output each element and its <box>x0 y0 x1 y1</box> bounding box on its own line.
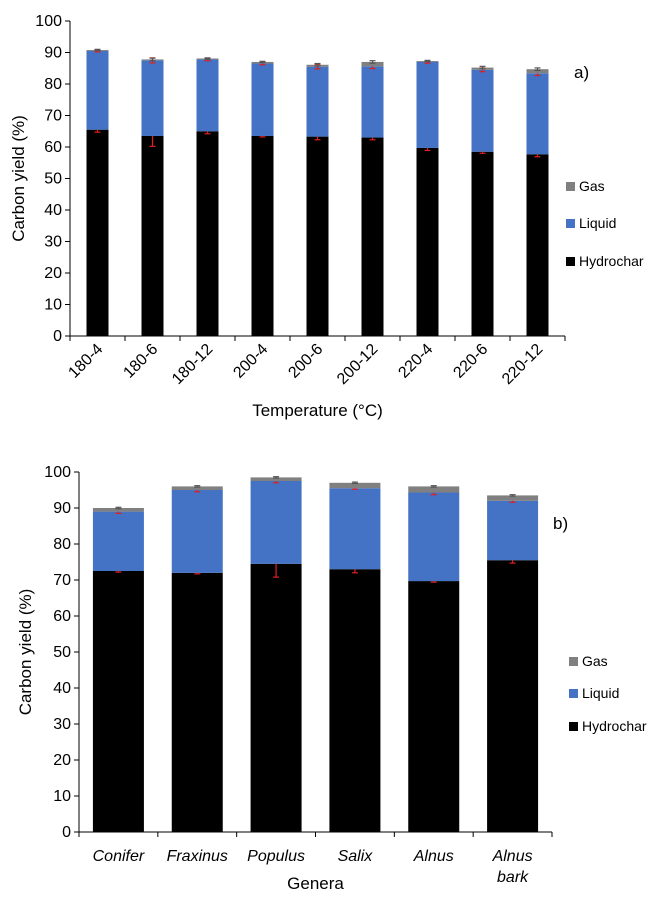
bar-liquid <box>416 61 439 148</box>
bar-liquid <box>471 69 494 152</box>
x-tick-label: 220-6 <box>450 341 491 382</box>
y-tick-label: 80 <box>44 76 62 93</box>
y-tick-label: 10 <box>53 788 71 805</box>
x-tick-label: Fraxinus <box>167 848 228 865</box>
bar-hydrochar <box>141 135 164 336</box>
y-tick-label: 70 <box>53 572 71 589</box>
legend-swatch-gas <box>569 657 578 666</box>
legend-label-gas: Gas <box>582 653 608 669</box>
legend-swatch-liquid <box>569 689 578 698</box>
bar-liquid <box>250 481 302 564</box>
y-tick-label: 40 <box>53 680 71 697</box>
panel-label: a) <box>574 63 589 82</box>
legend-swatch-hydrochar <box>569 722 578 731</box>
y-tick-label: 50 <box>44 171 62 188</box>
bar-hydrochar <box>250 563 302 832</box>
bar-hydrochar <box>306 136 329 336</box>
y-tick-label: 50 <box>53 644 71 661</box>
y-tick-label: 30 <box>44 234 62 251</box>
legend-swatch-liquid <box>566 219 575 228</box>
y-tick-label: 60 <box>53 608 71 625</box>
bar-hydrochar <box>361 137 384 336</box>
bar-liquid <box>526 73 549 155</box>
bar-hydrochar <box>251 135 274 336</box>
y-tick-label: 20 <box>53 752 71 769</box>
x-tick-label: 180-6 <box>120 341 161 382</box>
chart-panel-b: 0 10 20 30 40 50 60 70 80 90 100 Conifer Fraxinus Pop… <box>16 464 647 893</box>
y-tick-label: 80 <box>53 536 71 553</box>
bar-gas <box>487 495 539 501</box>
x-tick-label: 220-4 <box>395 341 436 382</box>
y-tick-label: 90 <box>53 500 71 517</box>
bar-liquid <box>141 60 164 136</box>
bar-liquid <box>251 63 274 136</box>
x-tick-label: Populus <box>247 848 305 865</box>
chart-panel-a: 0 10 20 30 40 50 60 70 80 90 100 180-4 180-6 180-12 20… <box>9 13 644 420</box>
y-tick-label: 60 <box>44 139 62 156</box>
y-tick-label: 20 <box>44 265 62 282</box>
bar-liquid <box>196 59 219 132</box>
bar-liquid <box>487 500 539 561</box>
bar-liquid <box>86 50 109 130</box>
bar-hydrochar <box>196 131 219 336</box>
x-tick-label: Alnus <box>413 848 454 865</box>
y-tick-label: 90 <box>44 45 62 62</box>
bar-gas <box>408 486 460 493</box>
x-axis-title: Genera <box>287 874 344 893</box>
bar-liquid <box>408 492 460 582</box>
x-tick-label: 220-12 <box>499 341 546 388</box>
x-tick-label: 200-12 <box>334 341 381 388</box>
y-tick-label: 70 <box>44 108 62 125</box>
legend-label-liquid: Liquid <box>579 215 616 231</box>
bar-hydrochar <box>86 129 109 336</box>
y-tick-label: 0 <box>62 824 71 841</box>
bar-hydrochar <box>416 147 439 336</box>
x-axis-title: Temperature (°C) <box>252 401 383 420</box>
bar-liquid <box>306 66 329 137</box>
bar-hydrochar <box>487 560 539 832</box>
x-tick-label: 200-6 <box>285 341 326 382</box>
bar-gas <box>361 61 384 67</box>
bar-hydrochar <box>329 569 381 832</box>
bar-hydrochar <box>92 571 144 832</box>
x-tick-label: 200-4 <box>230 341 271 382</box>
legend-swatch-gas <box>566 182 575 191</box>
legend-label-gas: Gas <box>579 178 605 194</box>
y-tick-label: 100 <box>44 464 71 481</box>
legend-label-hydrochar: Hydrochar <box>579 253 644 269</box>
y-tick-label: 100 <box>35 13 62 30</box>
y-axis-title: Carbon yield (%) <box>9 115 28 242</box>
bar-liquid <box>171 490 223 573</box>
bar-gas <box>329 482 381 489</box>
x-tick-label: Alnus bark <box>492 848 533 886</box>
y-tick-label: 0 <box>53 328 62 345</box>
bar-gas <box>92 508 144 512</box>
panel-label: b) <box>553 514 568 533</box>
y-axis-title: Carbon yield (%) <box>16 589 35 716</box>
bar-liquid <box>329 488 381 570</box>
legend-swatch-hydrochar <box>566 257 575 266</box>
bar-liquid <box>361 66 384 138</box>
legend-label-liquid: Liquid <box>582 685 619 701</box>
bar-hydrochar <box>526 154 549 336</box>
bar-hydrochar <box>471 151 494 336</box>
bar-gas <box>526 69 549 74</box>
x-tick-label: 180-12 <box>169 341 216 388</box>
x-tick-label: Conifer <box>93 848 145 865</box>
legend-label-hydrochar: Hydrochar <box>582 718 647 734</box>
x-tick-label: Salix <box>338 848 374 865</box>
bar-liquid <box>92 511 144 571</box>
y-tick-label: 10 <box>44 297 62 314</box>
y-tick-label: 40 <box>44 202 62 219</box>
y-tick-label: 30 <box>53 716 71 733</box>
bar-gas <box>250 477 302 481</box>
bar-hydrochar <box>408 581 460 832</box>
x-tick-label: 180-4 <box>65 341 106 382</box>
bar-gas <box>171 486 223 490</box>
bar-hydrochar <box>171 572 223 832</box>
